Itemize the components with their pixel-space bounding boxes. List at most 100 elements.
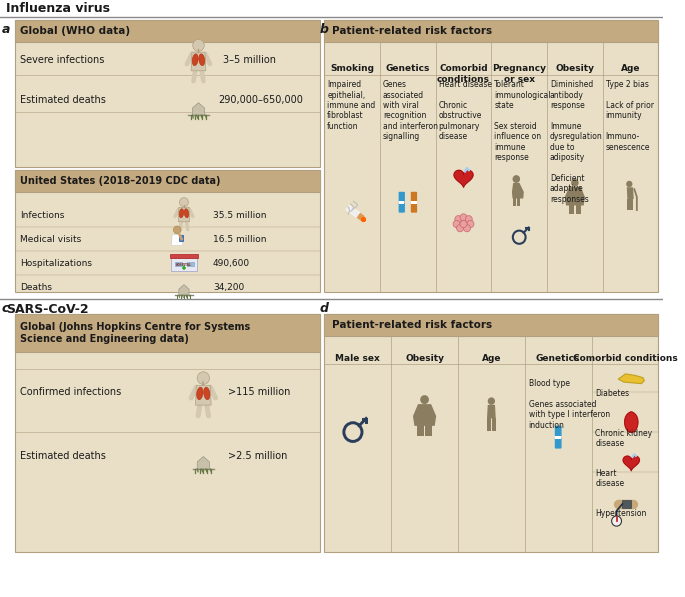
Circle shape	[464, 224, 471, 232]
Text: Genetics: Genetics	[386, 64, 430, 73]
Text: Diabetes: Diabetes	[595, 389, 630, 398]
Polygon shape	[171, 235, 183, 245]
Polygon shape	[625, 412, 638, 432]
Text: Smoking: Smoking	[330, 64, 374, 73]
Polygon shape	[413, 404, 436, 426]
Bar	[14, 20, 319, 42]
Bar	[191, 261, 194, 266]
FancyBboxPatch shape	[399, 202, 405, 213]
Bar	[14, 314, 319, 352]
Bar	[425, 424, 432, 436]
Bar	[179, 261, 182, 266]
Text: Severe infections: Severe infections	[21, 56, 105, 65]
Text: Infections: Infections	[21, 211, 64, 220]
Text: Deaths: Deaths	[21, 282, 52, 292]
Text: 35.5 million: 35.5 million	[213, 211, 266, 220]
Ellipse shape	[184, 209, 189, 218]
Circle shape	[465, 216, 472, 223]
FancyBboxPatch shape	[411, 202, 417, 213]
Circle shape	[455, 216, 462, 223]
Ellipse shape	[199, 54, 205, 66]
Ellipse shape	[197, 387, 203, 399]
Circle shape	[612, 516, 621, 526]
Polygon shape	[191, 52, 206, 71]
Polygon shape	[197, 457, 210, 469]
Text: b: b	[319, 23, 329, 36]
Circle shape	[192, 39, 204, 51]
Polygon shape	[623, 456, 639, 470]
Text: Comorbid
conditions: Comorbid conditions	[437, 64, 490, 84]
Bar	[325, 314, 658, 336]
Polygon shape	[178, 207, 190, 221]
FancyBboxPatch shape	[411, 192, 417, 202]
Ellipse shape	[192, 54, 198, 66]
Bar	[517, 197, 520, 207]
Text: d: d	[319, 302, 329, 315]
Text: Type 2 bias

Lack of prior
immunity

Immuno-
senescence: Type 2 bias Lack of prior immunity Immun…	[606, 80, 653, 152]
Text: >115 million: >115 million	[227, 387, 290, 397]
Bar	[325, 20, 658, 42]
Circle shape	[460, 220, 467, 227]
Polygon shape	[619, 374, 645, 384]
Text: >2.5 million: >2.5 million	[227, 451, 287, 461]
Bar	[556, 436, 561, 439]
Text: 3–5 million: 3–5 million	[223, 56, 275, 65]
Text: Genetics: Genetics	[536, 354, 580, 363]
Bar	[325, 20, 658, 292]
Circle shape	[488, 398, 495, 405]
Text: Genes
associated
with viral
recognition
and interferon
signalling: Genes associated with viral recognition …	[383, 80, 438, 141]
Text: Hospitalizations: Hospitalizations	[21, 259, 92, 267]
Text: Heart
disease: Heart disease	[595, 469, 625, 488]
FancyBboxPatch shape	[399, 192, 405, 202]
Text: Medical visits: Medical visits	[21, 235, 82, 244]
Bar	[487, 418, 490, 431]
Text: Male sex: Male sex	[336, 354, 380, 363]
Bar	[417, 424, 424, 436]
FancyBboxPatch shape	[555, 438, 562, 448]
Text: c: c	[2, 302, 10, 315]
Polygon shape	[487, 405, 496, 418]
Text: Chronic kidney
disease: Chronic kidney disease	[595, 429, 653, 448]
Circle shape	[173, 226, 181, 234]
Ellipse shape	[203, 387, 210, 399]
Bar	[569, 204, 574, 214]
Circle shape	[457, 224, 464, 232]
FancyBboxPatch shape	[555, 426, 562, 436]
Bar	[171, 258, 197, 271]
Text: 16.5 million: 16.5 million	[213, 235, 266, 244]
Bar	[14, 314, 319, 552]
Text: Diminished
antibody
response

Immune
dysregulation
due to
adiposity

Deficient
a: Diminished antibody response Immune dysr…	[550, 80, 603, 204]
Ellipse shape	[179, 209, 184, 218]
Text: Impaired
epithelial,
immune and
fibroblast
function: Impaired epithelial, immune and fibrobla…	[327, 80, 375, 131]
Text: 290,000–650,000: 290,000–650,000	[218, 96, 303, 105]
Polygon shape	[627, 187, 634, 199]
Circle shape	[626, 181, 632, 187]
Circle shape	[460, 214, 467, 221]
Bar	[399, 201, 404, 204]
Bar	[14, 170, 319, 192]
Text: Comorbid conditions: Comorbid conditions	[573, 354, 677, 363]
Text: Estimated deaths: Estimated deaths	[21, 451, 106, 461]
Polygon shape	[565, 187, 585, 205]
Polygon shape	[192, 103, 205, 115]
Text: Age: Age	[621, 64, 640, 73]
Circle shape	[197, 372, 210, 384]
Text: Pregnancy
or sex: Pregnancy or sex	[493, 64, 546, 84]
Bar	[325, 314, 658, 552]
Text: 34,200: 34,200	[213, 282, 245, 292]
Text: United States (2018–2019 CDC data): United States (2018–2019 CDC data)	[21, 176, 221, 186]
Bar	[14, 170, 319, 292]
Text: Tolerant
immunological
state

Sex steroid
influence on
immune
response: Tolerant immunological state Sex steroid…	[495, 80, 551, 162]
Text: SARS-CoV-2: SARS-CoV-2	[5, 303, 88, 316]
Bar	[631, 199, 633, 210]
Circle shape	[453, 220, 460, 227]
Text: Patient-related risk factors: Patient-related risk factors	[332, 26, 493, 36]
Circle shape	[571, 179, 579, 187]
Bar	[512, 197, 516, 207]
Polygon shape	[195, 385, 211, 405]
Text: Patient-related risk factors: Patient-related risk factors	[332, 320, 493, 330]
Circle shape	[467, 220, 474, 227]
Text: Hypertension: Hypertension	[595, 509, 647, 518]
Text: Blood type

Genes associated
with type I interferon
induction: Blood type Genes associated with type I …	[529, 379, 610, 430]
Text: Age: Age	[482, 354, 501, 363]
